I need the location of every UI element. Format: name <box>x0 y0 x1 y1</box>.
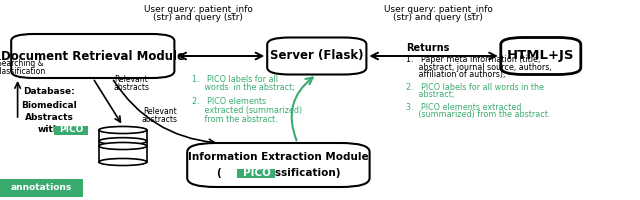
FancyBboxPatch shape <box>187 143 369 187</box>
Text: with: with <box>38 124 60 134</box>
Text: (str) and query (str): (str) and query (str) <box>154 12 243 21</box>
Text: Biomedical: Biomedical <box>21 100 77 110</box>
Text: Relevant: Relevant <box>115 75 148 84</box>
FancyBboxPatch shape <box>500 38 581 75</box>
Text: (summarized) from the abstract.: (summarized) from the abstract. <box>406 110 551 119</box>
Text: Classification: Classification <box>0 68 46 76</box>
Ellipse shape <box>99 158 147 166</box>
Ellipse shape <box>99 142 147 150</box>
FancyBboxPatch shape <box>237 169 275 178</box>
Text: 1.   Paper meta information (title,: 1. Paper meta information (title, <box>406 54 541 64</box>
Text: 2.   PICO labels for all words in the: 2. PICO labels for all words in the <box>406 83 545 92</box>
Text: from the abstract.: from the abstract. <box>192 116 278 124</box>
Text: Database:: Database: <box>24 88 75 97</box>
FancyBboxPatch shape <box>54 126 88 135</box>
Text: User query: patient_info: User query: patient_info <box>144 4 253 14</box>
Text: 2.   PICO elements: 2. PICO elements <box>192 98 266 106</box>
Text: Searching &: Searching & <box>0 60 44 68</box>
FancyBboxPatch shape <box>99 130 147 162</box>
Text: 3.   PICO elements extracted: 3. PICO elements extracted <box>406 102 522 112</box>
Text: abstract, journal source, authors,: abstract, journal source, authors, <box>406 62 552 72</box>
Text: Abstracts: Abstracts <box>25 112 74 121</box>
Text: (str) and query (str): (str) and query (str) <box>394 12 483 21</box>
Text: HTML+JS: HTML+JS <box>507 49 575 62</box>
Text: Server (Flask): Server (Flask) <box>270 49 364 62</box>
Text: PICO: PICO <box>59 124 83 134</box>
Text: abstracts: abstracts <box>113 83 149 92</box>
Text: 1.   PICO labels for all: 1. PICO labels for all <box>192 74 278 84</box>
FancyBboxPatch shape <box>0 179 83 197</box>
Text: PICO: PICO <box>243 168 271 178</box>
Text: words  in the abstract;: words in the abstract; <box>192 83 295 92</box>
Text: Returns: Returns <box>406 43 450 53</box>
Text: (          classification): ( classification) <box>217 168 340 178</box>
Text: Document Retrieval Module: Document Retrieval Module <box>1 49 185 62</box>
Text: User query: patient_info: User query: patient_info <box>384 4 493 14</box>
FancyBboxPatch shape <box>11 34 174 78</box>
Text: abstract;: abstract; <box>406 90 455 99</box>
Text: affiliation of authors);: affiliation of authors); <box>406 71 506 79</box>
Text: abstracts: abstracts <box>142 114 178 123</box>
Text: extracted (summarized): extracted (summarized) <box>192 106 302 116</box>
FancyBboxPatch shape <box>268 38 366 75</box>
Text: Relevant: Relevant <box>143 106 177 116</box>
Text: Information Extraction Module: Information Extraction Module <box>188 152 369 162</box>
Ellipse shape <box>99 126 147 134</box>
Text: annotations: annotations <box>10 184 72 192</box>
Ellipse shape <box>99 138 147 145</box>
